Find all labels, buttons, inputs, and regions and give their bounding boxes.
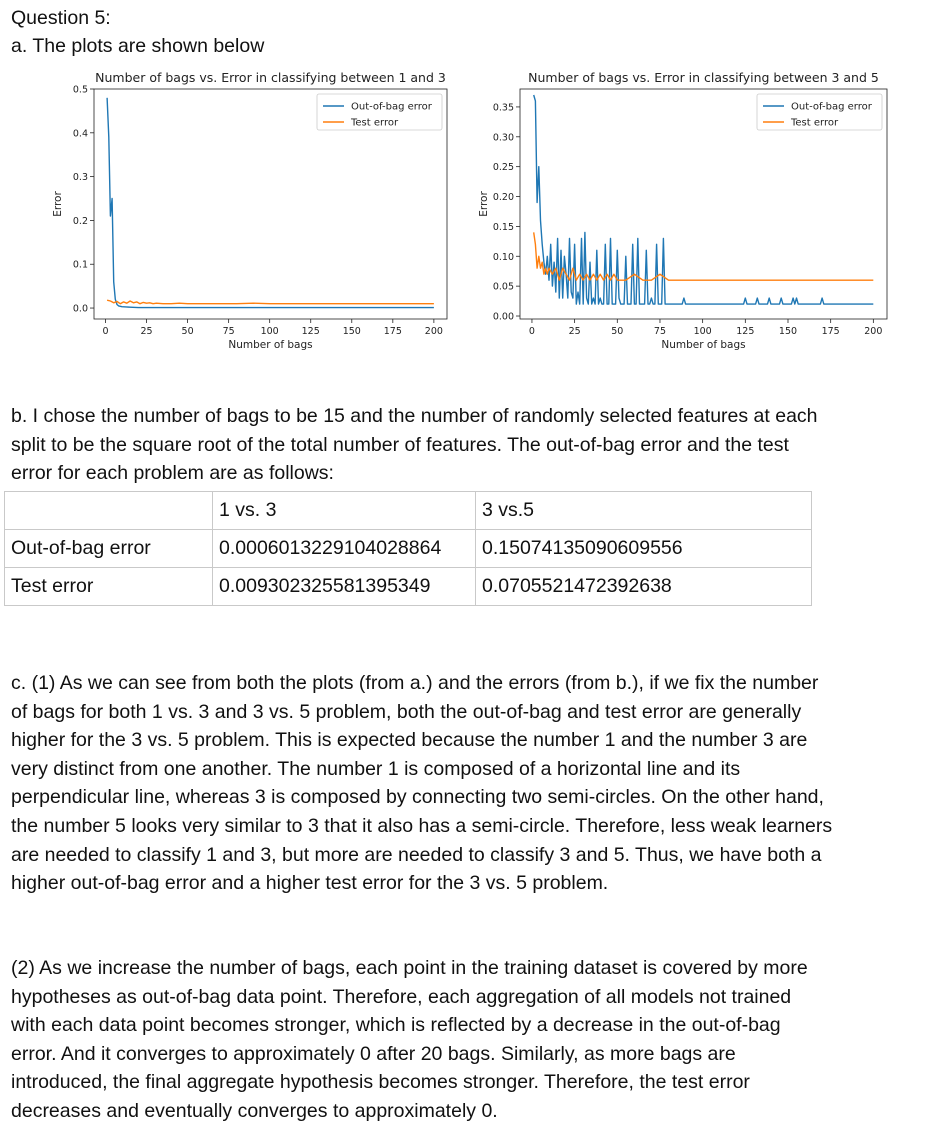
table-header-cell: 3 vs.5 xyxy=(475,491,812,530)
y-tick-label: 0.2 xyxy=(73,216,88,227)
part-b-line: error for each problem are as follows: xyxy=(11,462,334,485)
legend-box xyxy=(756,93,883,131)
table-row: Test error 0.009302325581395349 0.070552… xyxy=(4,567,812,606)
part-c2-line: with each data point becomes stronger, w… xyxy=(11,1014,781,1037)
x-tick-label: 175 xyxy=(822,326,840,337)
x-tick-label: 150 xyxy=(779,326,797,337)
y-tick-label: 0.05 xyxy=(493,282,514,293)
part-c2-line: hypotheses as out-of-bag data point. The… xyxy=(11,985,792,1008)
y-tick-label: 0.5 xyxy=(73,85,88,96)
series-line xyxy=(533,94,874,305)
part-c1-line: higher for the 3 vs. 5 problem. This is … xyxy=(11,729,808,752)
row-label: Test error xyxy=(4,567,213,606)
row-label: Out-of-bag error xyxy=(4,529,213,568)
x-tick-label: 75 xyxy=(654,326,666,337)
part-b-line: b. I chose the number of bags to be 15 a… xyxy=(11,405,818,427)
legend: Out-of-bag error Test error xyxy=(316,93,443,131)
x-tick-label: 50 xyxy=(182,326,194,337)
y-tick-label: 0.1 xyxy=(73,260,88,271)
x-axis-label: Number of bags xyxy=(661,339,745,351)
legend-label: Out-of-bag error xyxy=(791,102,873,113)
x-tick-label: 175 xyxy=(384,326,402,337)
y-tick-label: 0.30 xyxy=(493,132,514,143)
part-c2-line: introduced, the final aggregate hypothes… xyxy=(11,1071,750,1094)
legend-label: Test error xyxy=(790,118,839,129)
part-c1-line: very distinct from one another. The numb… xyxy=(11,757,741,780)
legend: Out-of-bag error Test error xyxy=(756,93,883,131)
table-header-cell: 1 vs. 3 xyxy=(212,491,476,530)
y-tick-label: 0.0 xyxy=(73,304,88,315)
table-cell: 0.0705521472392638 xyxy=(475,567,812,606)
plot-frame xyxy=(519,88,888,320)
part-c1-line: higher out-of-bag error and a higher tes… xyxy=(11,872,609,895)
x-tick-label: 0 xyxy=(102,326,108,337)
table-cell: 0.009302325581395349 xyxy=(212,567,476,606)
part-b-text: b. I chose the number of bags to be 15 a… xyxy=(11,402,926,488)
chart-1-vs-3: Number of bags vs. Error in classifying … xyxy=(52,70,448,351)
chart-title: Number of bags vs. Error in classifying … xyxy=(528,70,879,85)
x-tick-label: 200 xyxy=(425,326,443,337)
x-tick-label: 150 xyxy=(343,326,361,337)
legend-label: Out-of-bag error xyxy=(351,102,433,113)
x-axis-label: Number of bags xyxy=(228,339,312,351)
y-tick-label: 0.00 xyxy=(493,312,514,323)
series-line xyxy=(106,299,434,305)
y-axis-label: Error xyxy=(52,191,64,217)
x-tick-label: 50 xyxy=(611,326,623,337)
part-c1-line: perpendicular line, whereas 3 is compose… xyxy=(11,786,824,809)
part-c1-line: of bags for both 1 vs. 3 and 3 vs. 5 pro… xyxy=(11,700,802,723)
x-tick-label: 25 xyxy=(569,326,581,337)
part-c2-text: (2) As we increase the number of bags, e… xyxy=(11,954,926,1126)
y-tick-label: 0.3 xyxy=(73,172,88,183)
table-row: Out-of-bag error 0.0006013229104028864 0… xyxy=(4,529,812,568)
table-cell: 0.15074135090609556 xyxy=(475,529,812,568)
part-c1-line: c. (1) As we can see from both the plots… xyxy=(11,672,819,694)
chart-title: Number of bags vs. Error in classifying … xyxy=(95,70,446,85)
table-cell: 0.0006013229104028864 xyxy=(212,529,476,568)
part-c2-line: error. And it converges to approximately… xyxy=(11,1042,736,1065)
x-tick-label: 125 xyxy=(736,326,754,337)
y-tick-label: 0.25 xyxy=(493,162,514,173)
question-heading: Question 5: xyxy=(11,7,111,29)
y-tick-label: 0.10 xyxy=(493,252,514,263)
y-tick-label: 0.15 xyxy=(493,222,514,233)
y-axis-label: Error xyxy=(478,191,490,217)
part-c2-line: decreases and eventually converges to ap… xyxy=(11,1099,498,1122)
part-c1-line: are needed to classify 1 and 3, but more… xyxy=(11,843,822,866)
table-header-row: 1 vs. 3 3 vs.5 xyxy=(4,491,812,530)
chart-3-vs-5: Number of bags vs. Error in classifying … xyxy=(478,70,888,351)
y-tick-label: 0.4 xyxy=(73,128,88,139)
x-tick-label: 0 xyxy=(529,326,535,337)
part-c1-text: c. (1) As we can see from both the plots… xyxy=(11,669,926,898)
x-tick-label: 200 xyxy=(864,326,882,337)
y-tick-label: 0.35 xyxy=(493,102,514,113)
results-table: 1 vs. 3 3 vs.5 Out-of-bag error 0.000601… xyxy=(4,491,812,606)
x-tick-label: 125 xyxy=(302,326,320,337)
x-tick-label: 100 xyxy=(261,326,279,337)
plot-frame xyxy=(93,88,448,320)
part-c2-line: (2) As we increase the number of bags, e… xyxy=(11,957,808,979)
series-line xyxy=(533,232,874,281)
part-b-line: split to be the square root of the total… xyxy=(11,433,789,456)
legend-box xyxy=(316,93,443,131)
part-c1-line: the number 5 looks very similar to 3 tha… xyxy=(11,814,833,837)
legend-label: Test error xyxy=(350,118,399,129)
y-tick-label: 0.20 xyxy=(493,192,514,203)
part-a-text: a. The plots are shown below xyxy=(11,35,265,57)
series-line xyxy=(106,97,434,309)
charts-area: Number of bags vs. Error in classifying … xyxy=(52,70,888,351)
x-tick-label: 25 xyxy=(140,326,152,337)
table-cell xyxy=(4,491,213,530)
x-tick-label: 100 xyxy=(694,326,712,337)
x-tick-label: 75 xyxy=(223,326,235,337)
